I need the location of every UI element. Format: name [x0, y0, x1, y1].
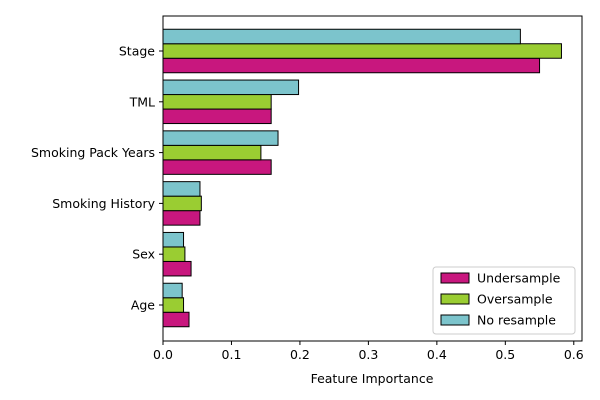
bar-no-resample-sex [162, 231, 185, 248]
x-tick-label-1: 0.1 [222, 347, 242, 362]
y-tick-label-smoking-history: Smoking History [52, 196, 155, 211]
x-tick-label-5: 0.5 [495, 347, 515, 362]
bar-no-resample-smoking-history [162, 181, 201, 197]
bar-oversample-age [162, 297, 185, 313]
y-axis: Stage TML Smoking Pack Years Smoking Histor… [31, 44, 163, 313]
legend-swatch-no-resample [440, 314, 470, 326]
bar-oversample-sex [162, 246, 186, 262]
y-tick-label-tml: TML [129, 94, 155, 109]
x-tick-label-3: 0.3 [358, 347, 378, 362]
bar-undersample-smoking-history [162, 210, 201, 226]
bar-undersample-tml [162, 108, 272, 125]
x-tick-label-0: 0.0 [153, 347, 173, 362]
bar-no-resample-tml [162, 79, 300, 96]
legend-label-undersample: Undersample [477, 271, 561, 286]
bar-undersample-stage [162, 57, 541, 74]
legend: Undersample Oversample No resample [432, 266, 576, 335]
bar-no-resample-age [162, 282, 183, 299]
bar-oversample-smoking-history [162, 195, 202, 212]
x-axis: 0.0 0.1 0.2 0.3 0.4 0.5 0.6 [153, 341, 584, 362]
y-tick-label-sex: Sex [132, 247, 155, 262]
bar-no-resample-smoking-pack-years [162, 130, 279, 146]
x-axis-label: Feature Importance [311, 371, 434, 386]
bar-oversample-stage [162, 43, 562, 59]
bar-undersample-sex [162, 260, 192, 277]
legend-label-oversample: Oversample [477, 292, 553, 307]
y-tick-label-smoking-pack-years: Smoking Pack Years [31, 145, 155, 160]
x-tick-label-2: 0.2 [290, 347, 310, 362]
bar-undersample-age [162, 311, 190, 328]
bar-undersample-smoking-pack-years [162, 159, 272, 175]
y-tick-label-stage: Stage [119, 44, 155, 59]
legend-swatch-undersample [440, 272, 470, 284]
bar-oversample-tml [162, 94, 272, 110]
plot-frame [162, 15, 583, 342]
bar-no-resample-stage [162, 28, 521, 45]
legend-swatch-oversample [440, 293, 470, 305]
x-tick-label-6: 0.6 [564, 347, 584, 362]
legend-label-no-resample: No resample [477, 313, 556, 328]
bar-oversample-smoking-pack-years [162, 144, 262, 161]
x-tick-label-4: 0.4 [427, 347, 447, 362]
y-tick-label-age: Age [131, 298, 155, 313]
